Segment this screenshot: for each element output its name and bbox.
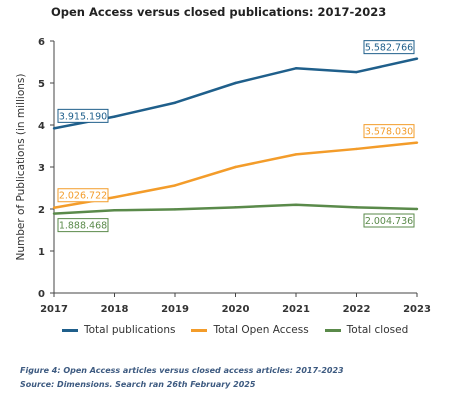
data-point-total-open-access	[294, 153, 298, 156]
y-tick-label: 3	[38, 163, 45, 174]
x-tick-label: 2023	[403, 304, 431, 315]
legend-label: Total publications	[84, 324, 176, 336]
legend: Total publications Total Open Access Tot…	[62, 324, 408, 336]
x-tick-label: 2017	[40, 304, 68, 315]
data-point-total-closed	[355, 206, 358, 209]
x-tick-label: 2018	[101, 304, 129, 315]
chart-title: Open Access versus closed publications: …	[51, 5, 387, 19]
data-label-box	[57, 108, 109, 123]
data-label: 2.026.722	[59, 191, 107, 202]
data-point-total-publications	[294, 67, 298, 70]
x-tick-label: 2021	[282, 304, 310, 315]
data-label: 3.915.190	[59, 111, 107, 122]
figure-caption: Figure 4: Open Access articles versus cl…	[20, 366, 344, 375]
data-label-box	[57, 218, 109, 233]
data-point-total-open-access	[113, 196, 116, 199]
legend-item-total-open-access[interactable]: Total Open Access	[191, 324, 309, 336]
y-axis-label: Number of Publications (in millions)	[15, 74, 27, 261]
data-label-box	[363, 124, 415, 139]
legend-swatch-total-closed	[324, 328, 341, 332]
data-point-total-open-access	[173, 184, 177, 187]
legend-label: Total Open Access	[213, 324, 309, 336]
data-point-total-closed	[173, 208, 177, 211]
data-point-total-open-access	[355, 147, 358, 151]
legend-label: Total closed	[346, 324, 409, 336]
data-point-total-publications	[415, 57, 419, 60]
data-point-total-open-access	[52, 206, 56, 209]
x-tick-label: 2022	[343, 304, 371, 315]
data-label: 2.004.736	[365, 216, 413, 227]
y-tick-label: 5	[38, 79, 45, 90]
data-point-total-open-access	[415, 141, 419, 144]
legend-swatch-total-publications	[62, 328, 78, 332]
data-label: 1.888.468	[59, 221, 107, 232]
data-label-box	[363, 40, 415, 55]
data-label-box	[57, 188, 109, 203]
y-tick-label: 6	[38, 37, 45, 48]
data-point-total-publications	[113, 115, 116, 118]
x-tick-label: 2019	[161, 304, 189, 315]
data-point-total-open-access	[234, 165, 237, 169]
y-tick-label: 1	[38, 247, 45, 258]
source-caption: Source: Dimensions. Search ran 26th Febr…	[20, 380, 256, 389]
data-point-total-publications	[52, 127, 56, 130]
data-point-total-publications	[355, 70, 358, 74]
x-tick-label: 2020	[222, 304, 250, 315]
legend-item-total-closed[interactable]: Total closed	[324, 324, 409, 336]
legend-item-total-publications[interactable]: Total publications	[62, 324, 175, 336]
data-point-total-closed	[52, 212, 56, 215]
y-tick-label: 2	[38, 205, 45, 216]
data-point-total-closed	[113, 209, 116, 212]
data-point-total-closed	[415, 207, 419, 211]
data-label: 5.582.766	[365, 43, 413, 54]
y-tick-label: 0	[38, 289, 45, 300]
data-point-total-closed	[234, 206, 237, 209]
data-label-box	[363, 213, 415, 228]
data-label: 3.578.030	[365, 127, 413, 138]
legend-swatch-total-open-access	[191, 328, 208, 332]
data-point-total-publications	[234, 81, 237, 85]
y-tick-label: 4	[38, 121, 45, 132]
data-point-total-closed	[294, 203, 298, 206]
data-point-total-publications	[173, 101, 177, 104]
